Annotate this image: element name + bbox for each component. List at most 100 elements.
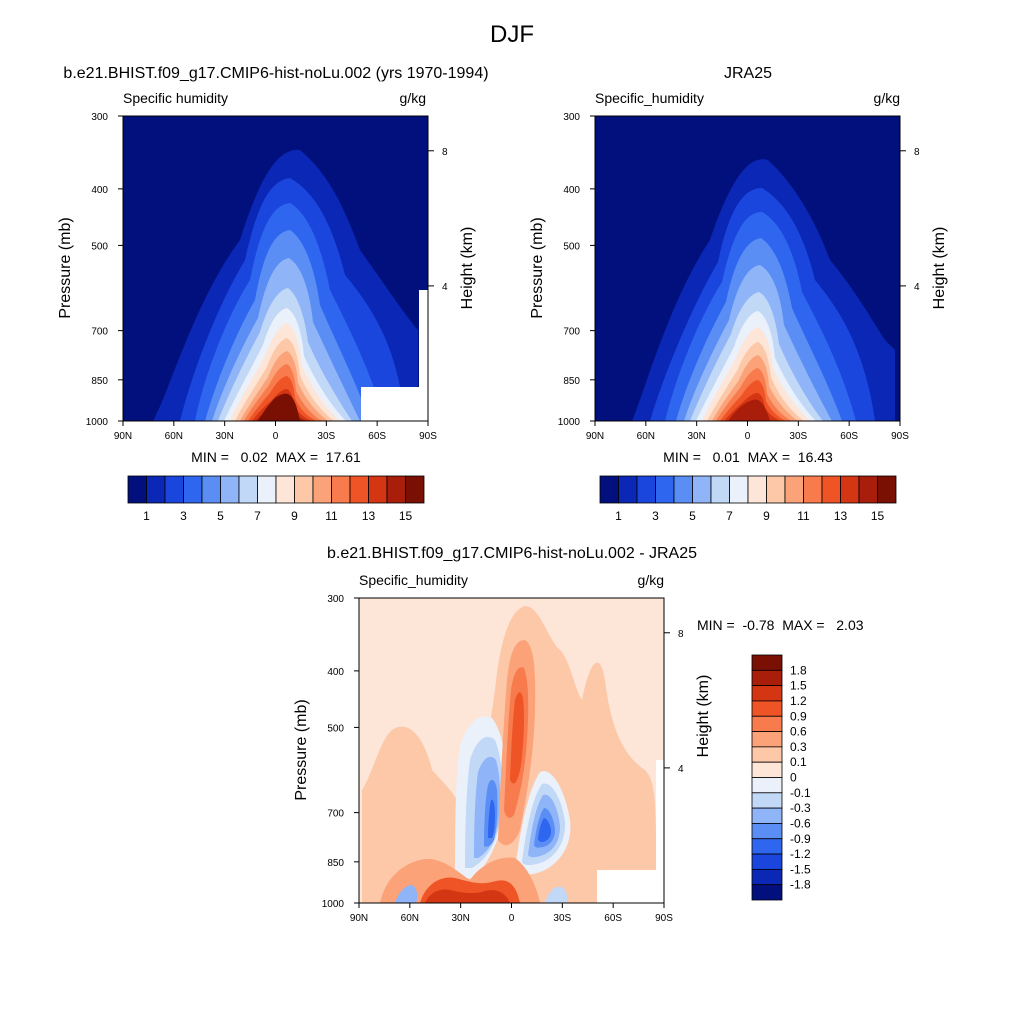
- colorbar-label: 3: [180, 509, 187, 523]
- colorbar-swatch: [751, 777, 783, 794]
- colorbar-swatch: [751, 823, 783, 840]
- colorbar-swatch: [673, 475, 693, 504]
- colorbar-label: -0.6: [790, 816, 811, 830]
- colorbar-swatch: [220, 475, 240, 504]
- colorbar-swatch: [751, 853, 783, 870]
- missing-data-mask: [361, 387, 428, 421]
- colorbar-label: 1.8: [790, 663, 807, 677]
- panel-obs: JRA25 Specific_humidity g/kg 90N 60N 30N 0 3…: [529, 65, 948, 523]
- colorbar-label: 0.1: [790, 755, 807, 769]
- colorbar-label: 13: [834, 509, 848, 523]
- colorbar-swatch: [405, 475, 425, 504]
- panel-obs-variable: Specific_humidity: [595, 90, 704, 106]
- axes-diff: 90N 60N 30N 0 30S 60S 90S 300 400 500 700 850 1000 8 4: [322, 594, 684, 924]
- x-tick-label: 90S: [419, 431, 437, 442]
- x-tick-label: 60N: [401, 913, 419, 924]
- x-tick-label: 30S: [553, 913, 571, 924]
- x-tick-label: 90N: [586, 431, 604, 442]
- y-tick-label: 700: [91, 327, 108, 338]
- y-tick-label: 850: [563, 376, 580, 387]
- colorbar-swatch: [729, 475, 749, 504]
- colorbar-swatch: [751, 685, 783, 702]
- stats-diff: MIN = -0.78 MAX = 2.03: [697, 617, 864, 633]
- y-tick-label: 700: [563, 327, 580, 338]
- contour-positive-1.5-surface: [425, 889, 510, 903]
- y-tick-label: 400: [563, 185, 580, 196]
- colorbar-label: 11: [797, 509, 810, 523]
- colorbar-swatch: [751, 838, 783, 855]
- y-tick-label: 500: [327, 723, 344, 734]
- colorbar-swatch: [751, 746, 783, 763]
- colorbar-label: 5: [217, 509, 224, 523]
- contour-negative-surface-60n: [395, 885, 418, 903]
- colorbar-swatch: [127, 475, 147, 504]
- colorbar-swatch: [599, 475, 619, 504]
- colorbar-swatch: [877, 475, 897, 504]
- x-tick-label: 30N: [215, 431, 233, 442]
- colorbar-swatch: [201, 475, 221, 504]
- colorbar-label: -1.2: [790, 847, 811, 861]
- x-tick-label: 0: [509, 913, 515, 924]
- colorbar-swatch: [238, 475, 258, 504]
- y2-axis-label-model: Height (km): [459, 227, 476, 310]
- panel-diff-units: g/kg: [638, 572, 664, 588]
- axes-model: 90N 60N 30N 0 30S 60S 90S 300 400 500 700 850 1000 8 4: [86, 112, 448, 442]
- missing-data-mask: [419, 290, 428, 390]
- y2-axis-label-obs: Height (km): [931, 227, 948, 310]
- colorbar-swatch: [710, 475, 730, 504]
- colorbar-swatch: [618, 475, 638, 504]
- colorbar-diff: 1.81.51.20.90.60.30.10-0.1-0.3-0.6-0.9-1…: [751, 654, 811, 901]
- colorbar-swatch: [858, 475, 878, 504]
- panel-obs-units: g/kg: [874, 90, 900, 106]
- colorbar-model: 1 3 5 7 9 11 13 15: [127, 475, 425, 523]
- panel-obs-title: JRA25: [724, 65, 772, 82]
- x-tick-label: 90S: [655, 913, 673, 924]
- colorbar-label: -0.3: [790, 801, 811, 815]
- y-tick-label: 400: [327, 667, 344, 678]
- colorbar-obs: 1 3 5 7 9 11 13 15: [599, 475, 897, 523]
- colorbar-label: 1.2: [790, 694, 807, 708]
- colorbar-label: 15: [399, 509, 413, 523]
- panel-diff-variable: Specific_humidity: [359, 572, 468, 588]
- contour-level-14: [728, 399, 770, 421]
- colorbar-swatch: [747, 475, 767, 504]
- y-tick-label: 500: [91, 241, 108, 252]
- x-tick-label: 0: [745, 431, 751, 442]
- colorbar-label: 0: [790, 771, 797, 785]
- x-tick-label: 30N: [451, 913, 469, 924]
- contour-negative-1.2: [488, 799, 495, 838]
- x-tick-label: 0: [273, 431, 279, 442]
- colorbar-swatch: [766, 475, 786, 504]
- colorbar-swatch: [146, 475, 166, 504]
- figure-title: DJF: [490, 21, 534, 48]
- stats-obs: MIN = 0.01 MAX = 16.43: [663, 449, 833, 465]
- colorbar-label: 1: [615, 509, 622, 523]
- x-tick-label: 60S: [604, 913, 622, 924]
- colorbar-label: -0.1: [790, 786, 811, 800]
- colorbar-swatch: [368, 475, 388, 504]
- colorbar-swatch: [692, 475, 712, 504]
- y-tick-label: 300: [327, 594, 344, 605]
- colorbar-label: 7: [726, 509, 733, 523]
- y-tick-label: 1000: [86, 417, 109, 428]
- colorbar-label: 1.5: [790, 679, 807, 693]
- missing-data-mask: [656, 760, 664, 870]
- contour-negative-surface-30s: [545, 886, 568, 903]
- colorbar-label: 0.9: [790, 709, 807, 723]
- x-tick-label: 60S: [368, 431, 386, 442]
- y-axis-label-model: Pressure (mb): [57, 217, 74, 318]
- y2-tick-label: 8: [914, 147, 920, 158]
- colorbar-label: 9: [763, 509, 770, 523]
- colorbar-swatch: [751, 669, 783, 687]
- contour-field-diff: [359, 598, 664, 903]
- colorbar-swatch: [784, 475, 804, 504]
- x-tick-label: 30S: [789, 431, 807, 442]
- contour-field-model: [123, 116, 428, 421]
- colorbar-swatch: [183, 475, 203, 504]
- colorbar-swatch: [751, 700, 783, 717]
- colorbar-label: 15: [871, 509, 885, 523]
- y2-tick-label: 4: [678, 764, 684, 775]
- colorbar-swatch: [751, 807, 783, 824]
- contour-level-15: [258, 393, 300, 421]
- missing-data-mask: [597, 870, 664, 903]
